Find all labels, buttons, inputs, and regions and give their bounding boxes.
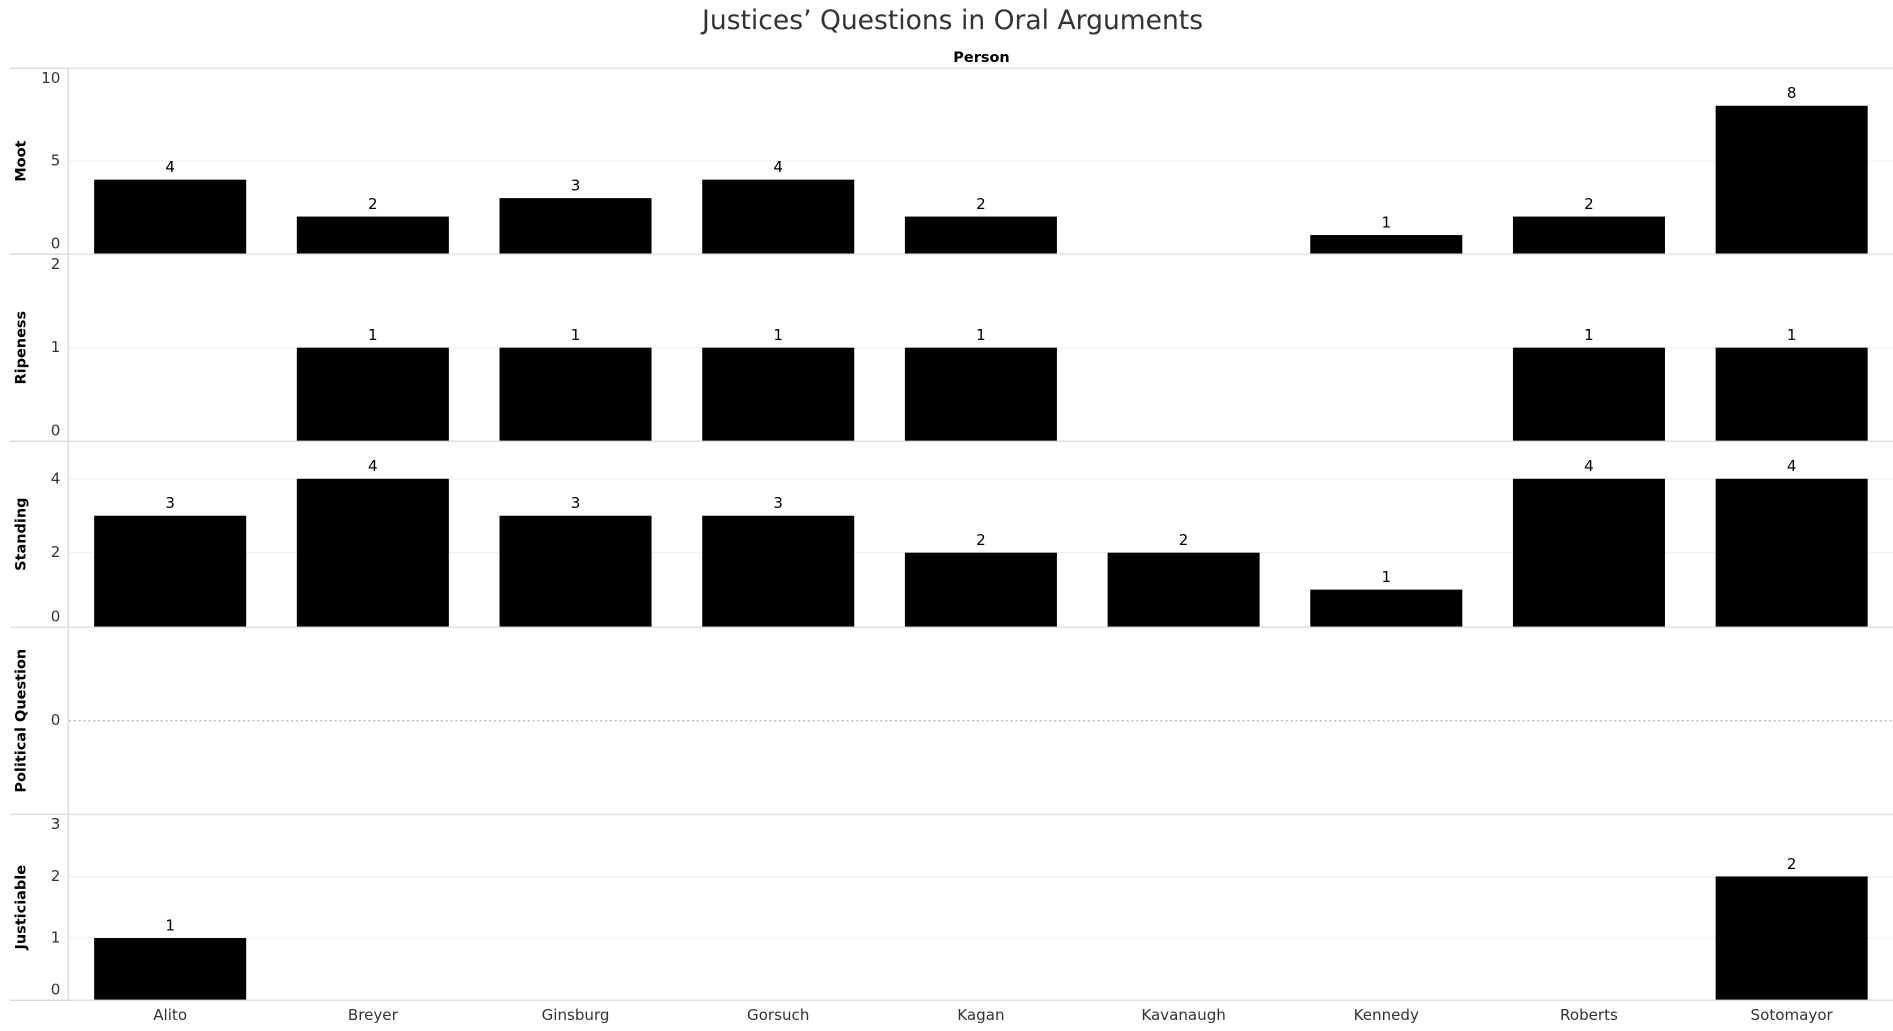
y-tick-label: 4 [51, 469, 61, 487]
y-tick-label: 0 [51, 421, 61, 439]
x-tick-label: Alito [153, 1006, 187, 1024]
y-tick-label: 0 [51, 980, 61, 998]
bar [1107, 552, 1260, 627]
y-tick-label: 5 [51, 152, 61, 170]
bar [296, 216, 449, 254]
bar [904, 347, 1057, 441]
x-tick-label: Kagan [957, 1006, 1004, 1024]
bar [904, 216, 1057, 254]
data-label: 2 [1179, 531, 1189, 549]
data-label: 8 [1787, 84, 1797, 102]
data-label: 1 [1787, 326, 1797, 344]
x-tick-label: Sotomayor [1751, 1006, 1834, 1024]
bar [94, 938, 247, 1000]
bar [1310, 235, 1463, 254]
bar [702, 515, 855, 627]
y-tick-label: 0 [51, 607, 61, 625]
row-label: Political Question [14, 649, 30, 793]
x-axis-header: Person [953, 50, 1009, 66]
y-tick-label: 2 [51, 543, 61, 561]
bar [702, 179, 855, 254]
x-tick-label: Gorsuch [747, 1006, 809, 1024]
bar [296, 347, 449, 441]
bar [702, 347, 855, 441]
data-label: 1 [976, 326, 986, 344]
data-label: 4 [368, 457, 378, 475]
x-tick-label: Roberts [1560, 1006, 1618, 1024]
bar [904, 552, 1057, 627]
data-label: 2 [1787, 855, 1797, 873]
bar [1715, 876, 1868, 1000]
data-label: 1 [1381, 568, 1391, 586]
data-label: 2 [1584, 195, 1594, 213]
bar [1310, 589, 1463, 627]
y-tick-label: 3 [51, 815, 61, 833]
data-label: 4 [165, 158, 175, 176]
x-tick-label: Kennedy [1354, 1006, 1419, 1024]
x-tick-label: Ginsburg [542, 1006, 610, 1024]
row-label: Ripeness [14, 311, 30, 385]
y-tick-label: 10 [41, 69, 60, 87]
x-tick-label: Kavanaugh [1141, 1006, 1226, 1024]
data-label: 3 [773, 494, 783, 512]
bar [94, 515, 247, 627]
data-label: 1 [165, 916, 175, 934]
data-label: 4 [1787, 457, 1797, 475]
data-label: 3 [571, 177, 581, 195]
data-label: 2 [976, 195, 986, 213]
data-label: 1 [571, 326, 581, 344]
data-label: 1 [1381, 213, 1391, 231]
bar [499, 515, 652, 627]
data-label: 3 [571, 494, 581, 512]
data-label: 1 [773, 326, 783, 344]
row-label: Moot [14, 140, 30, 181]
row-label: Justiciable [14, 865, 30, 951]
data-label: 3 [165, 494, 175, 512]
data-label: 2 [368, 195, 378, 213]
data-label: 2 [976, 531, 986, 549]
data-label: 4 [1584, 457, 1594, 475]
y-tick-label: 0 [51, 234, 61, 252]
y-tick-label: 2 [51, 867, 61, 885]
bar [1512, 347, 1665, 441]
bar [1512, 216, 1665, 254]
bar [94, 179, 247, 254]
data-label: 1 [1584, 326, 1594, 344]
bar [499, 198, 652, 254]
bar [1715, 347, 1868, 441]
y-tick-label: 2 [51, 255, 61, 273]
data-label: 1 [368, 326, 378, 344]
chart-title: Justices’ Questions in Oral Arguments [700, 5, 1203, 36]
x-tick-label: Breyer [348, 1006, 399, 1024]
data-label: 4 [773, 158, 783, 176]
y-tick-label: 0 [51, 711, 61, 729]
y-tick-label: 1 [51, 929, 61, 947]
bar [1715, 478, 1868, 627]
bar [1512, 478, 1665, 627]
bar [499, 347, 652, 441]
bar [296, 478, 449, 627]
row-label: Standing [14, 498, 30, 571]
y-tick-label: 1 [51, 338, 61, 356]
bar [1715, 105, 1868, 254]
